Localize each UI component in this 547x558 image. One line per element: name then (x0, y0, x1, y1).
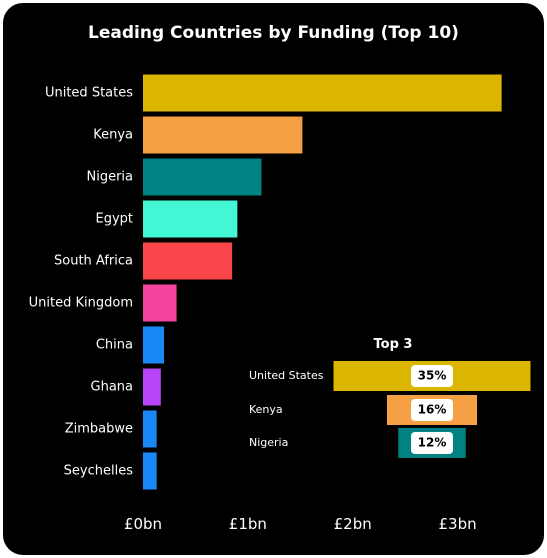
category-label-zimbabwe: Zimbabwe (65, 422, 133, 437)
bar-kenya (143, 116, 303, 154)
funnel-category-label-united-states: United States (249, 369, 324, 382)
chart-title: Leading Countries by Funding (Top 10) (88, 23, 459, 43)
funnel-value-label-nigeria: 12% (418, 436, 447, 450)
bar-seychelles (143, 452, 157, 490)
funnel-value-badge-united-states (411, 365, 453, 387)
inset-title: Top 3 (374, 337, 413, 352)
category-label-seychelles: Seychelles (64, 464, 134, 479)
bar-nigeria (143, 158, 262, 196)
category-label-south-africa: South Africa (54, 254, 133, 269)
category-label-nigeria: Nigeria (86, 170, 133, 185)
bar-zimbabwe (143, 410, 157, 448)
bar-south-africa (143, 242, 233, 280)
bar-china (143, 326, 164, 364)
bar-ghana (143, 368, 161, 406)
funnel-category-label-kenya: Kenya (249, 403, 283, 416)
funnel-value-badge-kenya (411, 399, 453, 421)
funnel-value-label-kenya: 16% (418, 403, 447, 417)
funnel-category-label-nigeria: Nigeria (249, 436, 288, 449)
bar-united-states (143, 74, 502, 112)
x-tick-label-3: £3bn (439, 515, 477, 533)
category-label-united-states: United States (45, 86, 133, 101)
category-label-united-kingdom: United Kingdom (29, 296, 133, 311)
funding-chart: United States Kenya Nigeria Egypt South Afri… (29, 74, 531, 533)
category-label-kenya: Kenya (93, 128, 133, 143)
category-label-ghana: Ghana (91, 380, 134, 395)
x-tick-label-1: £1bn (229, 515, 267, 533)
category-label-china: China (96, 338, 133, 353)
funnel-value-badge-nigeria (411, 432, 453, 454)
x-tick-label-2: £2bn (334, 515, 372, 533)
funnel-value-label-united-states: 35% (418, 369, 447, 383)
bar-united-kingdom (143, 284, 177, 322)
bar-egypt (143, 200, 238, 238)
category-label-egypt: Egypt (95, 212, 133, 227)
x-tick-label-0: £0bn (124, 515, 162, 533)
